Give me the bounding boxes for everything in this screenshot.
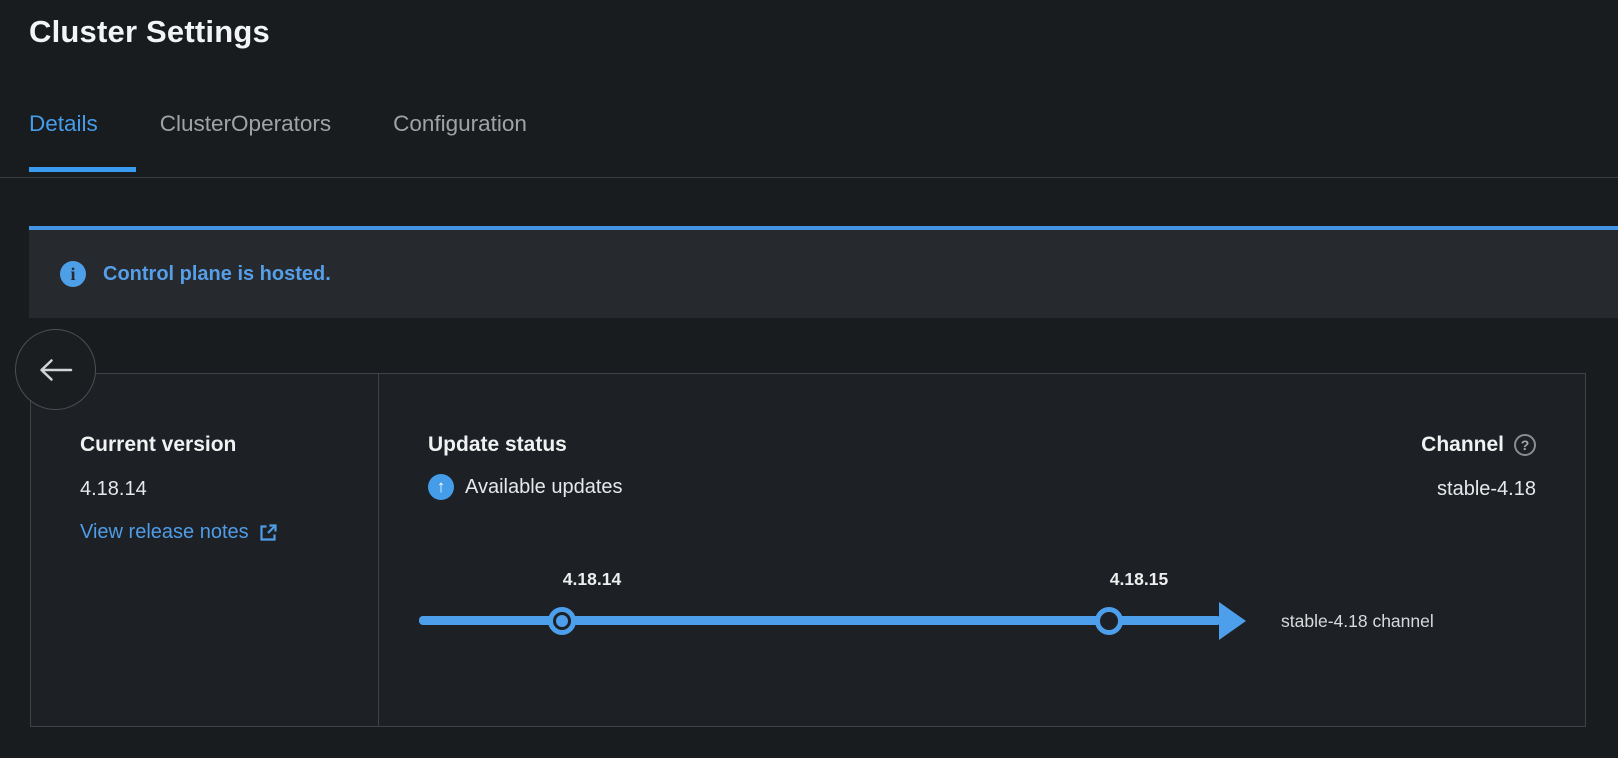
arrow-circle-up-icon: ↑ xyxy=(428,474,454,500)
release-notes-link[interactable]: View release notes xyxy=(80,521,279,544)
arrow-left-icon xyxy=(38,357,74,383)
info-icon: i xyxy=(60,261,86,287)
version-node-next[interactable] xyxy=(1095,607,1123,635)
page-title: Cluster Settings xyxy=(29,13,270,49)
channel-value: stable-4.18 xyxy=(1437,478,1536,500)
update-status-row: ↑ Available updates xyxy=(428,474,623,500)
alert-message: Control plane is hosted. xyxy=(103,262,331,285)
card-section-divider xyxy=(378,374,379,726)
tab-clusteroperators[interactable]: ClusterOperators xyxy=(159,111,332,136)
channel-section: Channel ? stable-4.18 xyxy=(1421,432,1536,501)
graph-current-version-label: 4.18.14 xyxy=(562,569,622,589)
tab-bar: Details ClusterOperators Configuration xyxy=(29,111,527,137)
current-version-dot xyxy=(556,615,568,627)
update-status-value: Available updates xyxy=(465,476,623,498)
update-status-section: Update status ↑ Available updates xyxy=(428,432,623,500)
external-link-icon xyxy=(258,522,279,543)
graph-channel-line xyxy=(419,616,1221,625)
update-status-label: Update status xyxy=(428,433,567,456)
graph-channel-annotation: stable-4.18 channel xyxy=(1281,611,1434,631)
version-node-current[interactable] xyxy=(548,607,576,635)
tab-configuration[interactable]: Configuration xyxy=(393,111,527,136)
version-card: Current version 4.18.14 View release not… xyxy=(30,373,1586,727)
back-button[interactable] xyxy=(15,329,96,410)
active-tab-indicator xyxy=(29,167,136,172)
info-alert: i Control plane is hosted. xyxy=(29,226,1618,318)
question-circle-icon[interactable]: ? xyxy=(1514,434,1536,456)
graph-next-version-label: 4.18.15 xyxy=(1109,569,1169,589)
tab-details[interactable]: Details xyxy=(29,111,98,136)
release-notes-link-text: View release notes xyxy=(80,521,249,543)
current-version-section: Current version 4.18.14 View release not… xyxy=(80,432,279,544)
current-version-value: 4.18.14 xyxy=(80,478,147,500)
channel-label: Channel xyxy=(1421,433,1504,456)
graph-arrowhead-icon xyxy=(1219,602,1246,640)
current-version-label: Current version xyxy=(80,433,237,456)
tabs-divider-line xyxy=(0,177,1618,178)
